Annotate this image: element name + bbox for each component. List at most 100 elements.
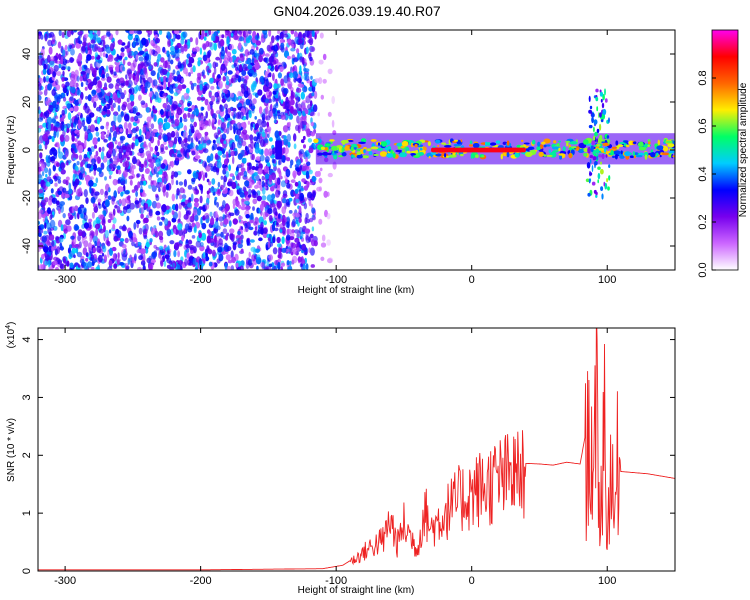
spectrogram-cell xyxy=(262,227,268,234)
spectrogram-cell xyxy=(386,153,393,158)
spectrogram-cell xyxy=(118,87,123,95)
spectrogram-cell xyxy=(44,142,48,150)
spectrogram-cell xyxy=(366,148,372,152)
spectrogram-cell xyxy=(647,144,650,148)
spectrogram-cell xyxy=(173,136,178,145)
spectrogram-cell xyxy=(268,174,273,183)
spectrogram-cell xyxy=(69,107,74,112)
spectrogram-cell xyxy=(138,197,142,203)
spectrogram-cell xyxy=(368,151,373,156)
spectrogram-cell xyxy=(296,115,300,124)
spectrogram-cell xyxy=(104,199,110,208)
spectrogram-cell xyxy=(115,64,120,73)
spectrogram-cell xyxy=(126,204,131,210)
spectrogram-cell xyxy=(187,169,192,175)
spectrogram-cell xyxy=(220,175,224,180)
spectrogram-cell xyxy=(304,30,310,38)
spectrogram-cell xyxy=(128,175,134,180)
spectrogram-cell xyxy=(224,30,229,36)
spectrogram-cell xyxy=(221,46,225,52)
spectrogram-cell xyxy=(262,186,266,195)
spectrogram-cell xyxy=(240,239,244,244)
spectrogram-cell xyxy=(148,92,153,98)
spectrogram-cell xyxy=(83,214,88,222)
spectrogram-cell xyxy=(216,160,222,169)
spectrogram-cell xyxy=(127,257,131,265)
spectrogram-cell xyxy=(110,106,114,112)
spectrogram-cell xyxy=(185,243,190,249)
spectrogram-cell xyxy=(237,230,241,236)
spectrogram-cell xyxy=(245,214,250,219)
spectrogram-cell xyxy=(41,235,48,243)
spectrogram-cell xyxy=(38,160,44,165)
spectrogram-cell xyxy=(132,40,136,47)
spectrogram-cell xyxy=(591,181,596,186)
spectrogram-cell xyxy=(166,104,171,112)
spectrogram-cell xyxy=(74,99,80,106)
spectrogram-cell xyxy=(237,243,243,249)
spectrogram-cell xyxy=(189,80,193,85)
spectrogram-cell xyxy=(216,201,220,208)
spectrogram-cell xyxy=(173,229,177,234)
spectrogram-cell xyxy=(237,42,242,50)
spectrogram-cell xyxy=(214,210,219,219)
spectrogram-cell xyxy=(97,80,102,89)
spectrogram-cell xyxy=(172,262,175,268)
spectrogram-cell xyxy=(83,262,89,270)
spectrogram-cell xyxy=(293,77,297,83)
spectrogram-cell xyxy=(266,86,270,92)
spectrogram-cell xyxy=(199,47,203,55)
spectrogram-cell xyxy=(96,106,101,112)
snr-scale-note: (x104) xyxy=(5,322,17,349)
spectrogram-cell xyxy=(129,150,133,156)
spectrogram-cell xyxy=(633,141,637,145)
spectrogram-cell xyxy=(272,95,276,103)
spectrogram-cell xyxy=(74,205,79,212)
spectrogram-cell xyxy=(266,261,270,267)
spectrogram-cell xyxy=(215,100,220,105)
spectrogram-cell xyxy=(38,94,42,101)
spectrogram-cell xyxy=(177,250,181,258)
spectrogram-cell xyxy=(155,210,161,216)
spectrogram-cell xyxy=(42,67,47,75)
spectrogram-cell xyxy=(93,94,99,102)
spectrogram-cell xyxy=(319,32,324,39)
y-tick-label: 1 xyxy=(21,510,33,516)
spectrogram-cell xyxy=(562,146,566,152)
spectrogram-cell xyxy=(74,182,77,188)
spectrogram-cell xyxy=(310,203,314,209)
spectrogram-cell xyxy=(49,148,53,156)
spectrogram-cell xyxy=(177,49,182,54)
spectrogram-cell xyxy=(57,190,62,195)
spectrogram-cell xyxy=(71,134,75,142)
spectrogram-cell xyxy=(126,215,130,222)
spectrogram-cell xyxy=(304,109,309,115)
spectrogram-cell xyxy=(182,188,186,194)
spectrogram-cell xyxy=(610,150,614,156)
spectrogram-cell xyxy=(343,145,350,151)
spectrogram-cell xyxy=(307,104,312,110)
spectrogram-cell xyxy=(167,81,171,88)
spectrogram-cell xyxy=(222,76,226,82)
spectrogram-cell xyxy=(64,261,70,267)
spectrogram-cell xyxy=(240,75,244,82)
spectrogram-cell xyxy=(106,76,112,83)
spectrogram-cell xyxy=(292,170,297,178)
spectrogram-cell xyxy=(291,229,295,234)
spectrogram-cell xyxy=(486,142,491,146)
spectrogram-cell xyxy=(112,160,118,166)
spectrogram-cell xyxy=(248,258,253,266)
spectrogram-cell xyxy=(350,146,354,152)
spectrogram-cell xyxy=(128,133,132,138)
spectrogram-cell xyxy=(231,30,235,34)
spectrogram-cell xyxy=(174,45,179,51)
spectrogram-cell xyxy=(44,33,48,42)
spectrogram-cell xyxy=(78,97,83,105)
spectrogram-cell xyxy=(206,139,212,144)
spectrogram-cell xyxy=(58,30,62,37)
spectrogram-cell xyxy=(358,141,366,144)
spectrogram-cell xyxy=(245,98,251,106)
spectrogram-cell xyxy=(196,145,200,151)
spectrogram-cell xyxy=(102,52,106,58)
